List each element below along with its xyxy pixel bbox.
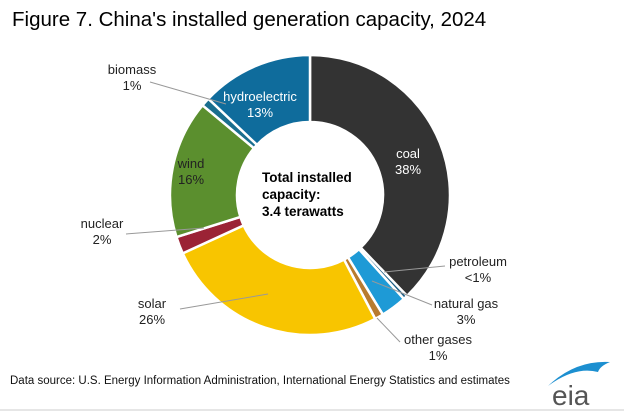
chart-title: Figure 7. China's installed generation c… [12,8,487,31]
slice-coal [308,53,452,298]
leader-nuclear [125,227,205,235]
data-source: Data source: U.S. Energy Information Adm… [10,375,510,387]
slice-label-biomass-value: 1% [123,78,142,93]
slice-label-petroleum-name: petroleum [449,254,507,269]
slice-label-other-gases-name: other gases [404,332,472,347]
slice-label-nuclear-value: 2% [93,232,112,247]
center-line-2: capacity: [262,187,321,202]
leader-solar [179,293,269,310]
center-line-1: Total installed [262,170,352,185]
slice-hydroelectric [206,53,312,147]
slice-label-other-gases-value: 1% [429,348,448,363]
leader-petroleum [383,265,446,273]
slice-label-hydroelectric-name: hydroelectric [223,89,297,104]
center-line-3: 3.4 terawatts [262,204,344,219]
slice-label-hydroelectric-value: 13% [247,105,273,120]
slice-label-biomass-name: biomass [108,62,157,77]
center-label: Total installed capacity: 3.4 terawatts [262,170,352,219]
eia-swoosh [548,361,610,386]
eia-logo-text: eia [552,380,590,411]
leader-biomass [149,81,227,105]
slice-solar [181,223,377,337]
slice-label-coal-name: coal [396,146,420,161]
slice-label-natural-gas-value: 3% [457,312,476,327]
slice-label-wind-value: 16% [178,172,204,187]
leader-other-gases [376,317,401,343]
slice-label-nuclear-name: nuclear [81,216,124,231]
slice-label-petroleum-value: <1% [465,270,492,285]
slice-label-wind-name: wind [177,156,205,171]
leader-natural-gas [371,280,433,306]
slice-label-solar-value: 26% [139,312,165,327]
slice-label-natural-gas-name: natural gas [434,296,499,311]
eia-logo: eia [548,361,610,411]
slice-label-solar-name: solar [138,296,167,311]
slice-label-coal-value: 38% [395,162,421,177]
divider [0,409,624,411]
